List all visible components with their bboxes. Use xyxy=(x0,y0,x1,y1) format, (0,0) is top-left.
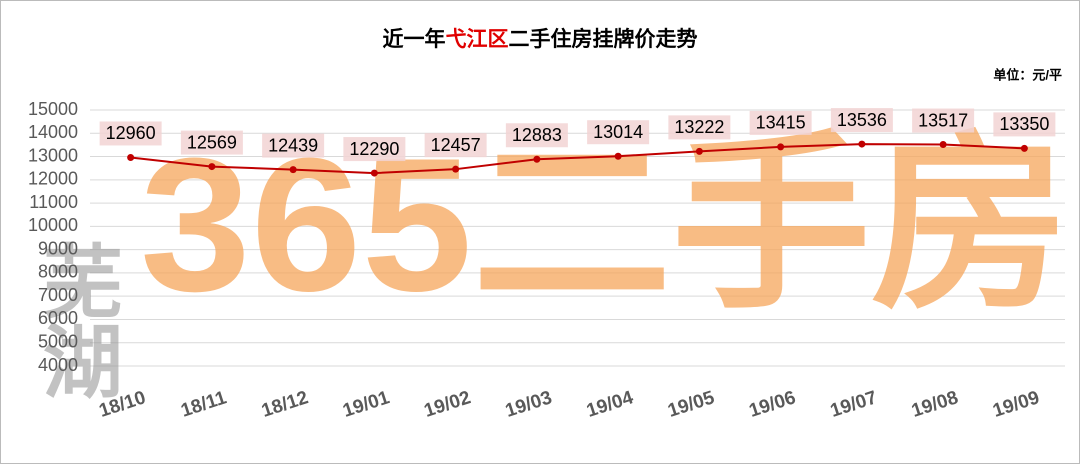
watermark-side: 芜湖 xyxy=(32,240,122,400)
data-label: 13517 xyxy=(918,110,968,130)
title-part: 近一年 xyxy=(383,27,446,51)
point xyxy=(127,153,135,161)
label-bg xyxy=(424,133,487,158)
label-bg xyxy=(587,120,650,145)
point xyxy=(858,140,866,148)
y-tick-label: 14000 xyxy=(28,122,78,142)
y-tick-label: 9000 xyxy=(38,238,78,258)
point xyxy=(777,143,785,151)
title-part: 弋江区 xyxy=(446,28,509,51)
data-label: 12439 xyxy=(268,135,318,155)
point xyxy=(1020,144,1028,152)
label-bg xyxy=(505,123,568,148)
label-bg xyxy=(343,137,406,162)
y-tick-label: 8000 xyxy=(38,262,78,282)
point xyxy=(939,141,947,149)
y-tick-label: 6000 xyxy=(38,308,78,328)
label-bg xyxy=(830,108,893,133)
data-label: 12569 xyxy=(187,132,237,152)
point xyxy=(533,155,541,163)
y-tick-label: 10000 xyxy=(28,215,78,235)
label-bg xyxy=(912,108,975,133)
label-bg xyxy=(993,112,1056,137)
y-tick-label: 5000 xyxy=(38,331,78,351)
y-tick-label: 7000 xyxy=(38,285,78,305)
y-tick-label: 4000 xyxy=(38,355,78,375)
label-bg xyxy=(99,121,162,146)
point xyxy=(370,169,378,177)
y-tick-label: 15000 xyxy=(28,99,78,119)
data-label: 12457 xyxy=(431,135,481,155)
data-label: 13350 xyxy=(999,114,1049,134)
data-label: 13222 xyxy=(674,117,724,137)
line xyxy=(130,143,1025,175)
label-bg xyxy=(668,115,731,140)
y-tick-label: 11000 xyxy=(29,192,78,212)
unit-label: 单位：元/平 xyxy=(993,67,1062,82)
data-label: 13415 xyxy=(756,113,806,133)
label-bg xyxy=(180,130,243,155)
point xyxy=(614,152,622,160)
data-label: 12960 xyxy=(106,123,156,143)
data-label: 13536 xyxy=(837,110,887,130)
label-bg xyxy=(262,133,325,158)
point xyxy=(695,147,703,155)
y-tick-label: 13000 xyxy=(28,145,78,165)
title-part: 二手住房挂牌价走势 xyxy=(509,27,698,51)
data-label: 12290 xyxy=(349,139,399,159)
point xyxy=(452,165,460,173)
chart-title: 近一年弋江区二手住房挂牌价走势 xyxy=(383,27,698,51)
data-label: 12883 xyxy=(512,125,562,145)
point xyxy=(289,166,297,174)
point xyxy=(208,163,216,171)
y-tick-label: 12000 xyxy=(28,169,78,189)
data-label: 13014 xyxy=(593,122,643,142)
label-bg xyxy=(749,110,812,135)
